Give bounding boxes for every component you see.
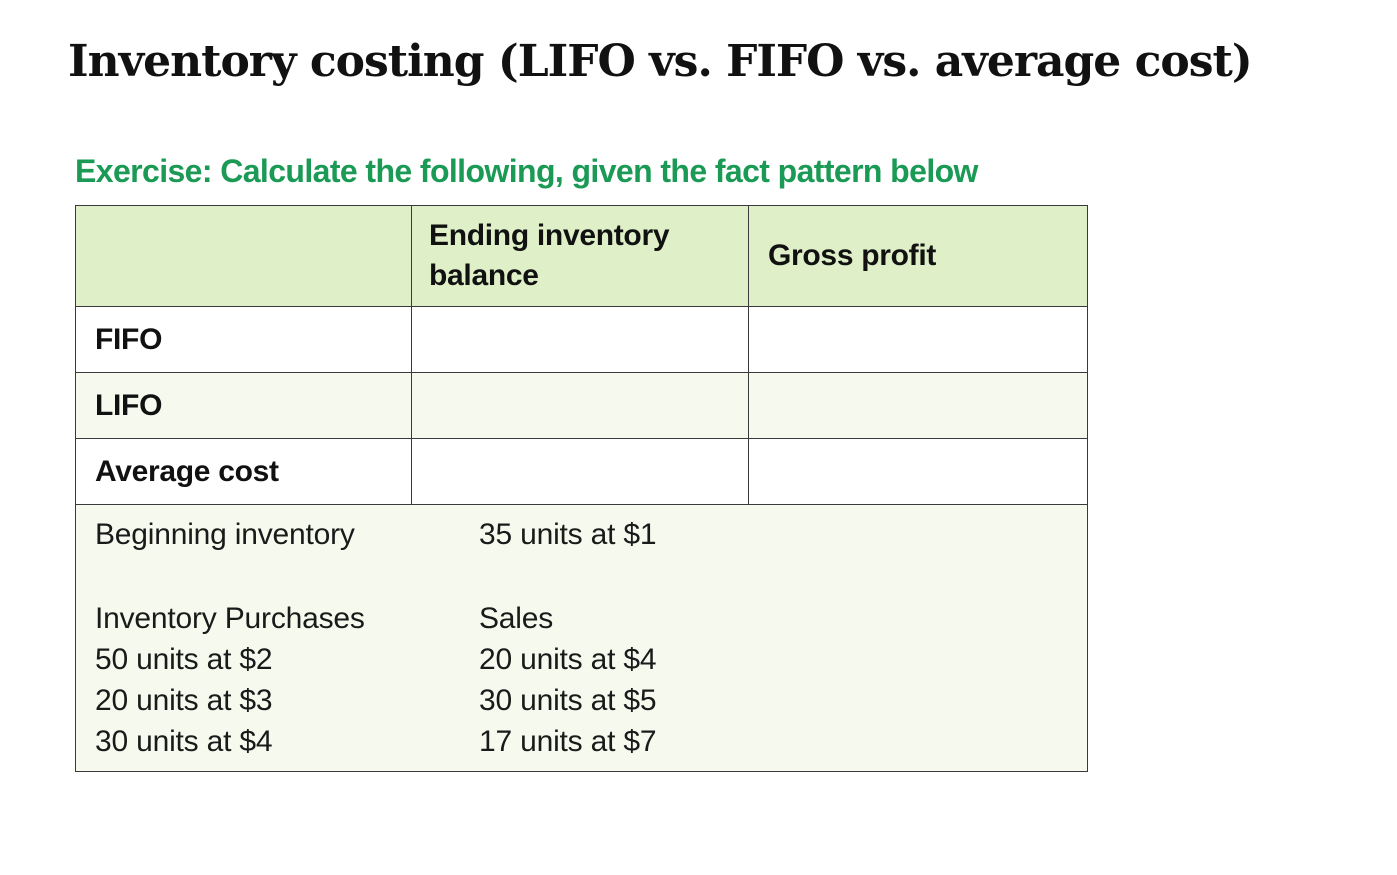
lifo-gross-profit-cell	[748, 372, 1088, 439]
fact-pattern: Beginning inventory Inventory Purchases …	[76, 505, 1087, 771]
beginning-inventory-label: Beginning inventory	[95, 518, 355, 551]
row-label-cell: Average cost	[75, 438, 412, 505]
fact-pattern-cell: Beginning inventory Inventory Purchases …	[75, 504, 1088, 772]
sale-item: 30 units at $5	[479, 684, 657, 717]
fact-pattern-right-column: 35 units at $1 Sales 20 units at $4 30 u…	[479, 514, 657, 762]
header-gross-profit-cell: Gross profit	[748, 205, 1088, 307]
sale-item: 17 units at $7	[479, 725, 657, 758]
table-row-lifo: LIFO	[75, 372, 1088, 439]
purchase-item: 30 units at $4	[95, 725, 273, 758]
row-label-cell: LIFO	[75, 372, 412, 439]
fifo-gross-profit-cell	[748, 306, 1088, 373]
page-title: Inventory costing (LIFO vs. FIFO vs. ave…	[68, 36, 1253, 87]
fact-pattern-left-column: Beginning inventory Inventory Purchases …	[95, 514, 365, 762]
purchase-item: 20 units at $3	[95, 684, 273, 717]
table-row-average-cost: Average cost	[75, 438, 1088, 505]
row-label-average-cost: Average cost	[95, 454, 279, 488]
row-label-cell: FIFO	[75, 306, 412, 373]
header-ending-inventory-line1: Ending inventory	[429, 219, 670, 252]
table-header-row: Ending inventory balance Gross profit	[75, 205, 1088, 307]
row-label-fifo: FIFO	[95, 322, 163, 356]
sales-label: Sales	[479, 602, 554, 635]
purchases-label: Inventory Purchases	[95, 602, 365, 635]
average-cost-ending-inventory-cell	[411, 438, 749, 505]
lifo-ending-inventory-cell	[411, 372, 749, 439]
sale-item: 20 units at $4	[479, 643, 657, 676]
fifo-ending-inventory-cell	[411, 306, 749, 373]
header-gross-profit: Gross profit	[768, 239, 937, 272]
header-ending-inventory-cell: Ending inventory balance	[411, 205, 749, 307]
exercise-heading: Exercise: Calculate the following, given…	[75, 153, 978, 189]
exercise-table: Ending inventory balance Gross profit FI…	[75, 205, 1088, 772]
table-row-fifo: FIFO	[75, 306, 1088, 373]
header-empty-cell	[75, 205, 412, 307]
fact-pattern-row: Beginning inventory Inventory Purchases …	[75, 504, 1088, 772]
beginning-inventory-value: 35 units at $1	[479, 518, 657, 551]
purchase-item: 50 units at $2	[95, 643, 273, 676]
row-label-lifo: LIFO	[95, 388, 163, 422]
average-cost-gross-profit-cell	[748, 438, 1088, 505]
header-ending-inventory-line2: balance	[429, 259, 539, 292]
